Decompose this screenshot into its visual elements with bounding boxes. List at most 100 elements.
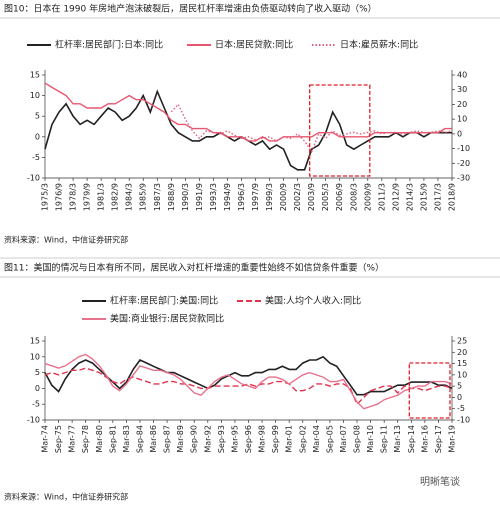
y-tick-label: -10 [27,416,40,425]
chart-title: 图10：日本在 1990 年房地产泡沫破裂后，居民杠杆率增速由负债驱动转向了收入… [4,3,377,15]
x-tick-label: Mar-89 [176,425,185,453]
x-tick-label: Sep-14 [407,425,416,453]
y-tick-label: 10 [30,352,40,361]
x-tick-label: 1997/9 [251,183,260,211]
x-tick-label: 2012/9 [391,183,400,211]
y2-tick-label: 5 [457,382,462,391]
x-tick-label: Mar-80 [95,425,104,453]
series-line [44,367,453,406]
x-tick-label: Mar-92 [203,425,212,453]
y2-tick-label: -10 [457,144,470,153]
x-tick-label: Mar-19 [448,425,457,453]
y2-tick-label: 30 [457,85,467,94]
source-note: 资料来源：Wind，中信证券研究部 [4,492,128,502]
y2-tick-label: 20 [457,348,467,357]
x-tick-label: Sep-90 [190,425,199,453]
x-tick-label: Sep-78 [81,425,90,453]
highlight-box [309,84,371,177]
x-tick-label: 2006/9 [335,183,344,211]
legend-label: 杠杆率:居民部门:美国:同比 [110,295,218,307]
x-tick-label: 2002/3 [293,183,302,211]
x-tick-label: Sep-08 [353,425,362,453]
x-tick-label: 2011/3 [377,183,386,211]
x-tick-label: 2005/3 [321,183,330,211]
x-tick-label: 1990/3 [181,183,190,211]
y2-tick-label: -5 [457,404,465,413]
y-tick-label: 10 [30,91,40,100]
x-tick-label: Sep-84 [135,425,144,453]
x-tick-label: Sep-05 [325,425,334,453]
legend-label: 日本:居民贷款:同比 [215,39,293,51]
legend-label: 美国:商业银行:居民贷款同比 [110,313,224,325]
x-tick-label: Mar-83 [122,425,131,453]
x-tick-label: Sep-87 [163,425,172,453]
legend-label: 杠杆率:居民部门:日本:同比 [55,39,163,51]
source-note: 资料来源：Wind，中信证券研究部 [4,235,128,245]
x-tick-label: 1994/9 [223,183,232,211]
x-tick-label: Sep-99 [271,425,280,453]
x-tick-label: Mar-95 [230,425,239,453]
y-tick-label: -5 [32,400,40,409]
x-tick-label: Sep-17 [434,425,443,453]
y-tick-label: -10 [27,174,40,183]
series-line [44,353,453,410]
legend-label: 美国:人均个人收入:同比 [265,295,361,307]
y2-tick-label: 0 [457,129,462,138]
x-tick-label: 1987/3 [153,183,162,211]
x-tick-label: 1993/3 [209,183,218,211]
x-tick-label: Mar-98 [258,425,267,453]
x-tick-label: 2017/3 [433,183,442,211]
y-tick-label: -5 [32,153,40,162]
x-tick-label: 2008/3 [349,183,358,211]
y2-tick-label: 15 [457,359,467,368]
x-tick-label: Sep-11 [380,425,389,453]
y-tick-label: 15 [30,337,40,346]
legend-label: 日本:雇员薪水:同比 [340,39,418,51]
x-tick-label: Sep-81 [108,425,117,453]
x-tick-label: Mar-10 [366,425,375,453]
x-tick-label: 1982/9 [111,183,120,211]
y-tick-label: 0 [35,132,40,141]
x-tick-label: 1991/9 [195,183,204,211]
y-tick-label: 5 [35,112,40,121]
x-tick-label: Mar-07 [339,425,348,453]
x-tick-label: 1975/3 [41,183,50,211]
x-tick-label: Mar-04 [312,425,321,453]
y2-tick-label: 10 [457,370,467,379]
y2-tick-label: -20 [457,159,470,168]
x-tick-label: 1988/9 [167,183,176,211]
x-tick-label: 2000/9 [279,183,288,211]
x-tick-label: Sep-75 [54,425,63,453]
x-tick-label: 1979/9 [83,183,92,211]
y2-tick-label: 0 [457,393,462,402]
x-tick-label: 1984/3 [125,183,134,211]
y2-tick-label: -10 [457,416,470,425]
x-tick-label: Sep-96 [244,425,253,453]
x-tick-label: Mar-74 [41,425,50,453]
x-tick-label: 2009/9 [363,183,372,211]
highlight-box [408,362,451,419]
x-tick-label: Sep-02 [298,425,307,453]
y-tick-label: 0 [35,384,40,393]
x-tick-label: Mar-13 [393,425,402,453]
x-tick-label: 1996/3 [237,183,246,211]
y-tick-label: 5 [35,368,40,377]
series-line [44,89,452,171]
x-tick-label: 2003/9 [307,183,316,211]
x-tick-label: Mar-86 [149,425,158,453]
watermark: 明晰笔谈 [420,475,460,488]
x-tick-label: Mar-01 [285,425,294,453]
x-tick-label: 1999/3 [265,183,274,211]
x-tick-label: Mar-16 [420,425,429,453]
x-tick-label: Mar-77 [68,425,77,453]
y2-tick-label: 25 [457,337,467,346]
series-line [170,103,453,153]
x-tick-label: 1976/9 [55,183,64,211]
x-tick-label: 1985/9 [139,183,148,211]
x-tick-label: 2014/3 [405,183,414,211]
x-tick-label: 1981/3 [97,183,106,211]
y2-tick-label: 20 [457,100,467,109]
x-tick-label: 2018/9 [448,183,457,211]
y-tick-label: 15 [30,71,40,80]
